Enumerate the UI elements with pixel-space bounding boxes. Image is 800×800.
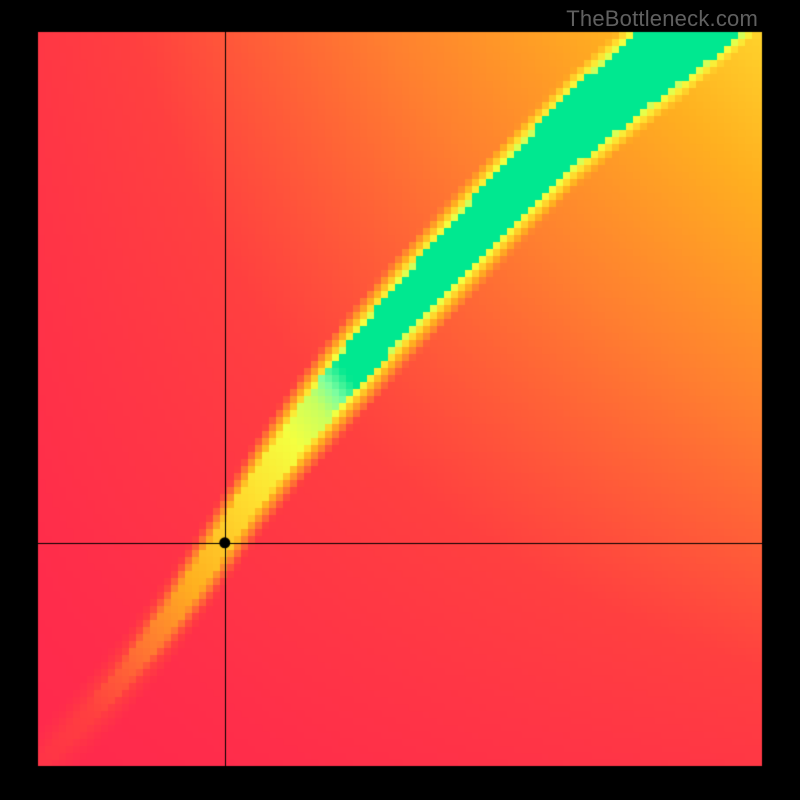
bottleneck-heatmap bbox=[0, 0, 800, 800]
chart-container: TheBottleneck.com bbox=[0, 0, 800, 800]
watermark-label: TheBottleneck.com bbox=[566, 6, 758, 32]
